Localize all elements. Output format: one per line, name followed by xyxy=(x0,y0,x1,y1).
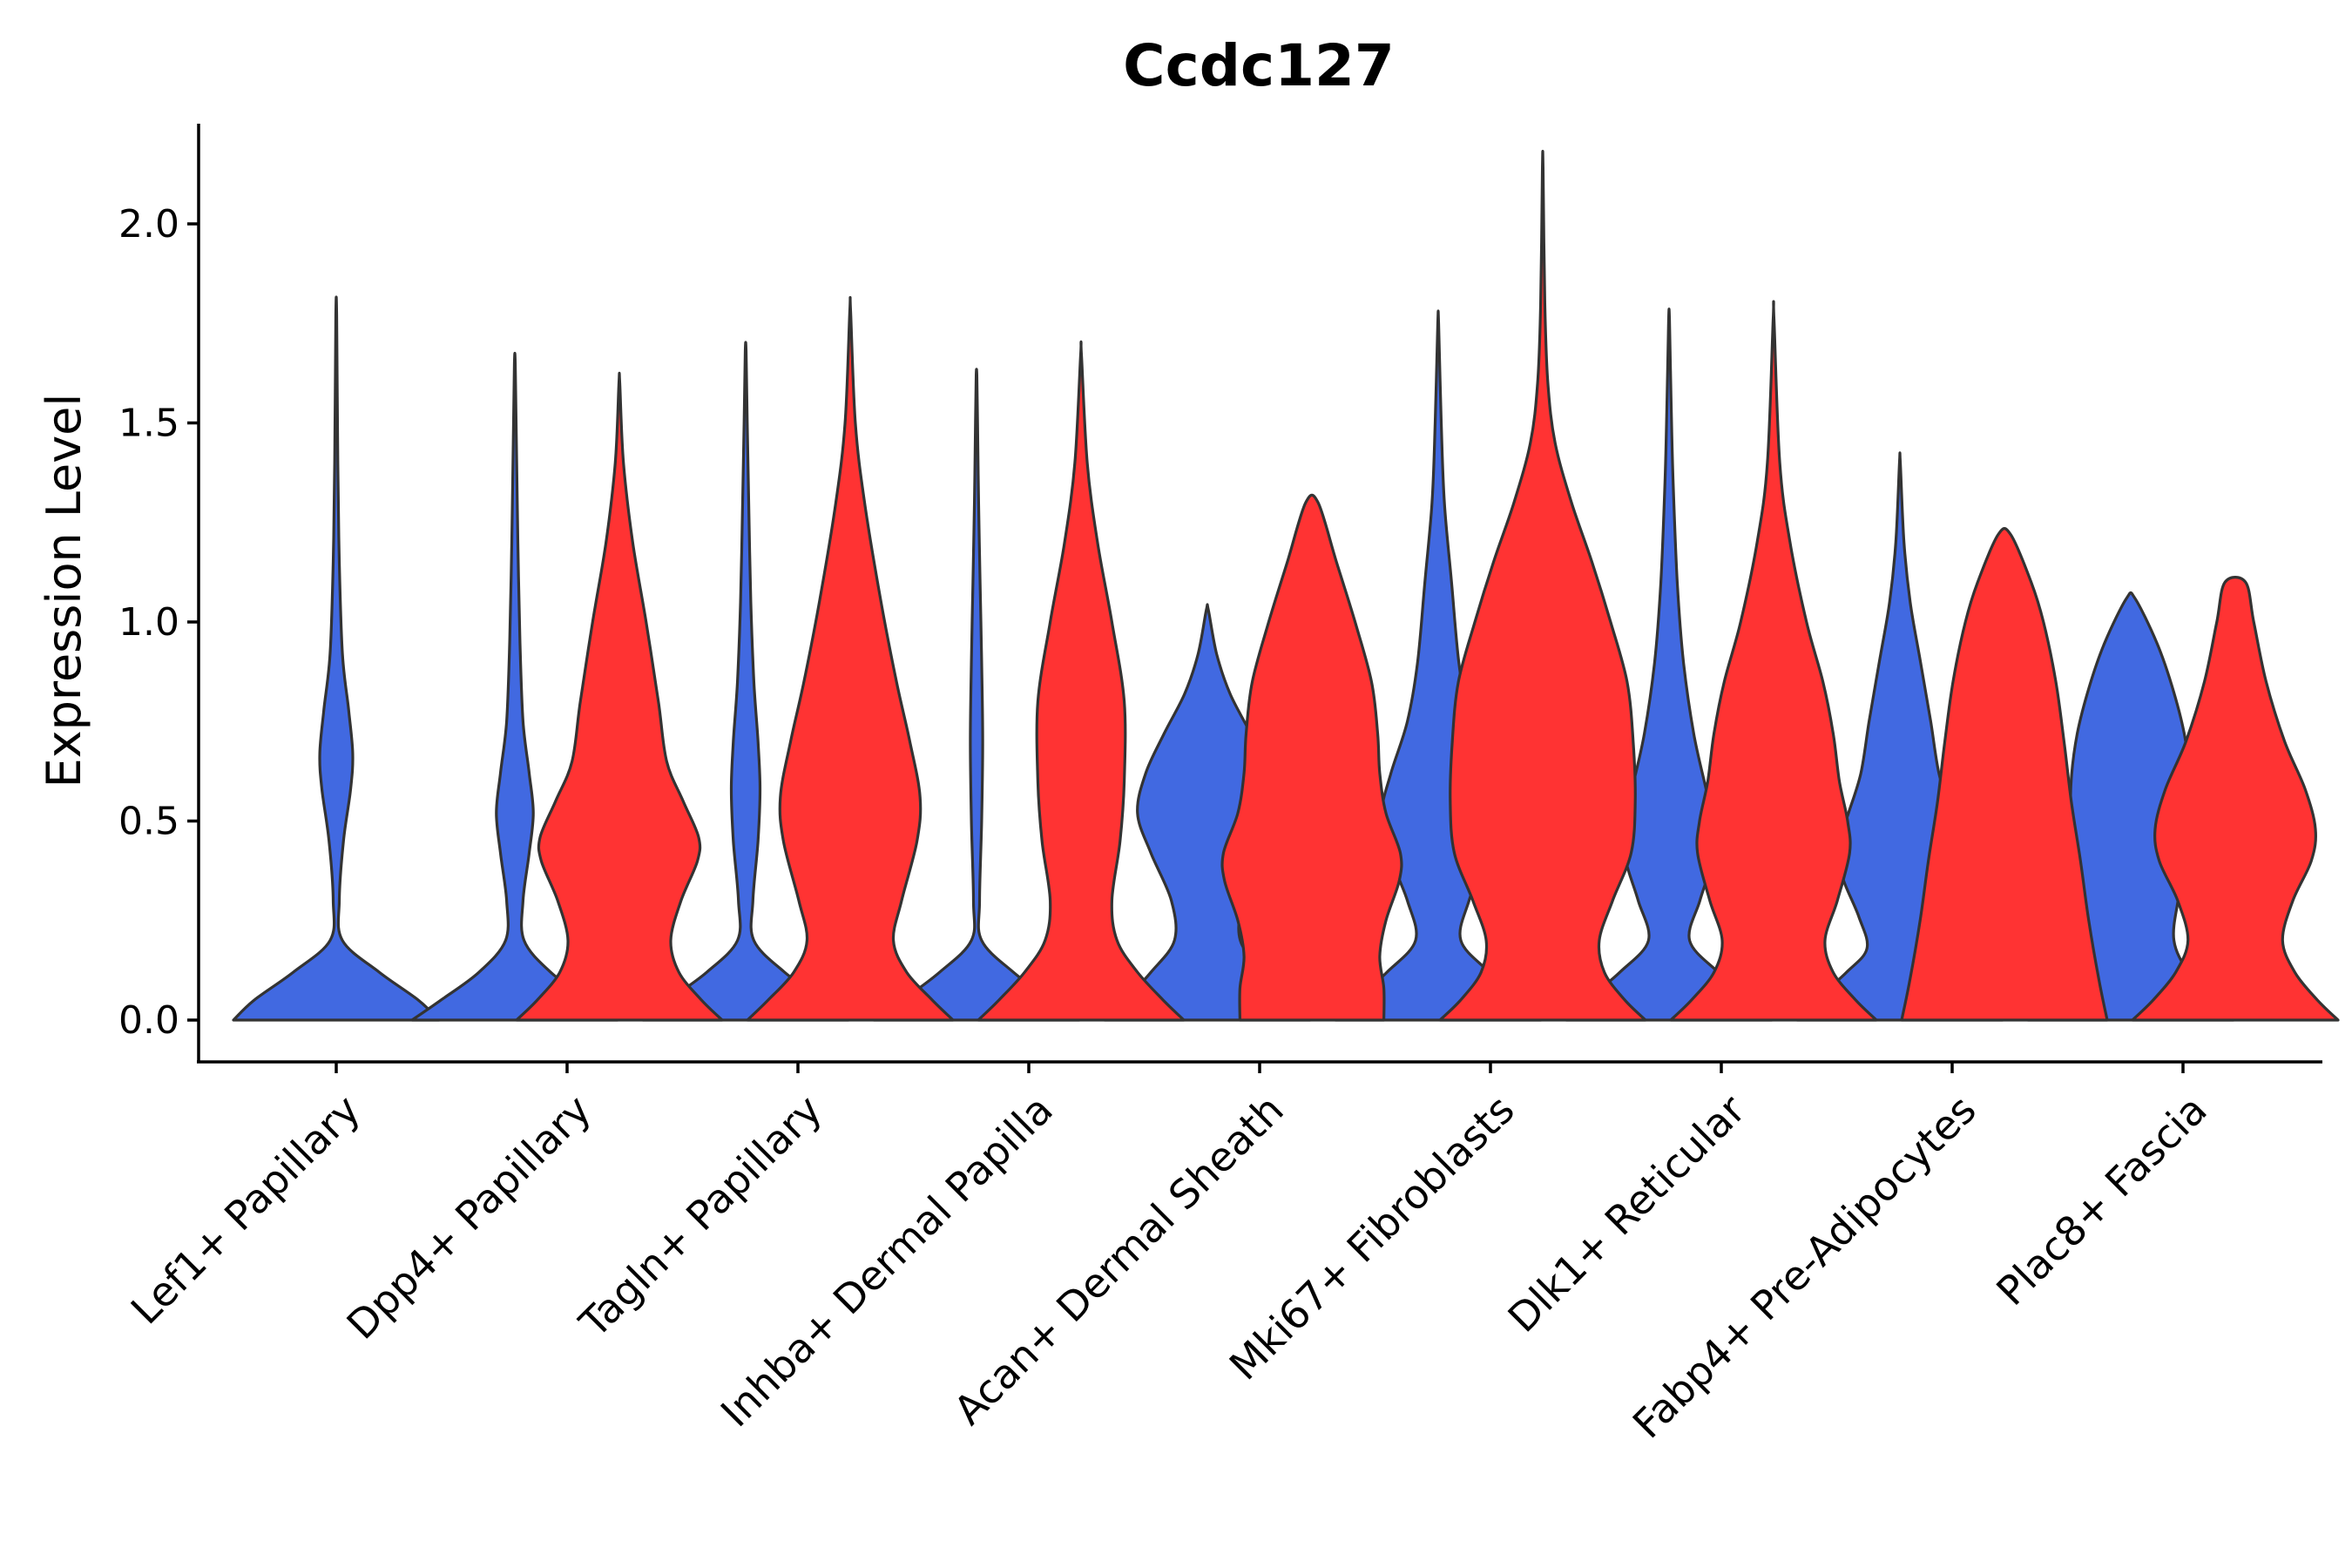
violin-blue-lef1-papillary xyxy=(232,295,441,1022)
violin-red-fabp4-pre-adipocytes xyxy=(1900,527,2109,1022)
violin-red-dpp4-papillary xyxy=(515,371,724,1022)
violin-red-dlk1-reticular xyxy=(1669,300,1878,1022)
x-tick-label-dlk1-reticular: Dlk1+ Reticular xyxy=(1499,1086,1754,1342)
y-tick-label: 1.0 xyxy=(118,600,179,645)
y-tick-label: 2.0 xyxy=(118,202,179,247)
violin-red-tagln-papillary xyxy=(746,295,955,1022)
y-tick-label: 1.5 xyxy=(118,402,179,446)
chart-title: Ccdc127 xyxy=(1123,32,1395,99)
y-tick-label: 0.5 xyxy=(118,800,179,844)
x-tick-label-dpp4-papillary: Dpp4+ Papillary xyxy=(338,1086,600,1348)
violin-red-plac8-fascia xyxy=(2131,576,2340,1022)
y-axis-label: Expression Level xyxy=(37,394,91,788)
violin-red-mki67-fibroblasts xyxy=(1438,149,1647,1022)
violin-blue-inhba-dermal-papilla xyxy=(872,368,1081,1022)
x-tick-label-plac8-fascia: Plac8+ Fascia xyxy=(1987,1086,2215,1315)
violin-red-inhba-dermal-papilla xyxy=(977,340,1186,1022)
violin-blue-dpp4-papillary xyxy=(410,351,619,1022)
violin-red-acan-dermal-sheath xyxy=(1220,493,1403,1022)
x-tick-label-tagln-papillary: Tagln+ Papillary xyxy=(570,1086,831,1348)
violin-blue-tagln-papillary xyxy=(641,341,850,1022)
y-axis-ticks: 0.0 0.5 1.0 1.5 2.0 xyxy=(118,202,199,1043)
x-tick-label-lef1-papillary: Lef1+ Papillary xyxy=(122,1086,369,1334)
y-tick-label: 0.0 xyxy=(118,998,179,1043)
violins-layer xyxy=(232,149,2340,1022)
